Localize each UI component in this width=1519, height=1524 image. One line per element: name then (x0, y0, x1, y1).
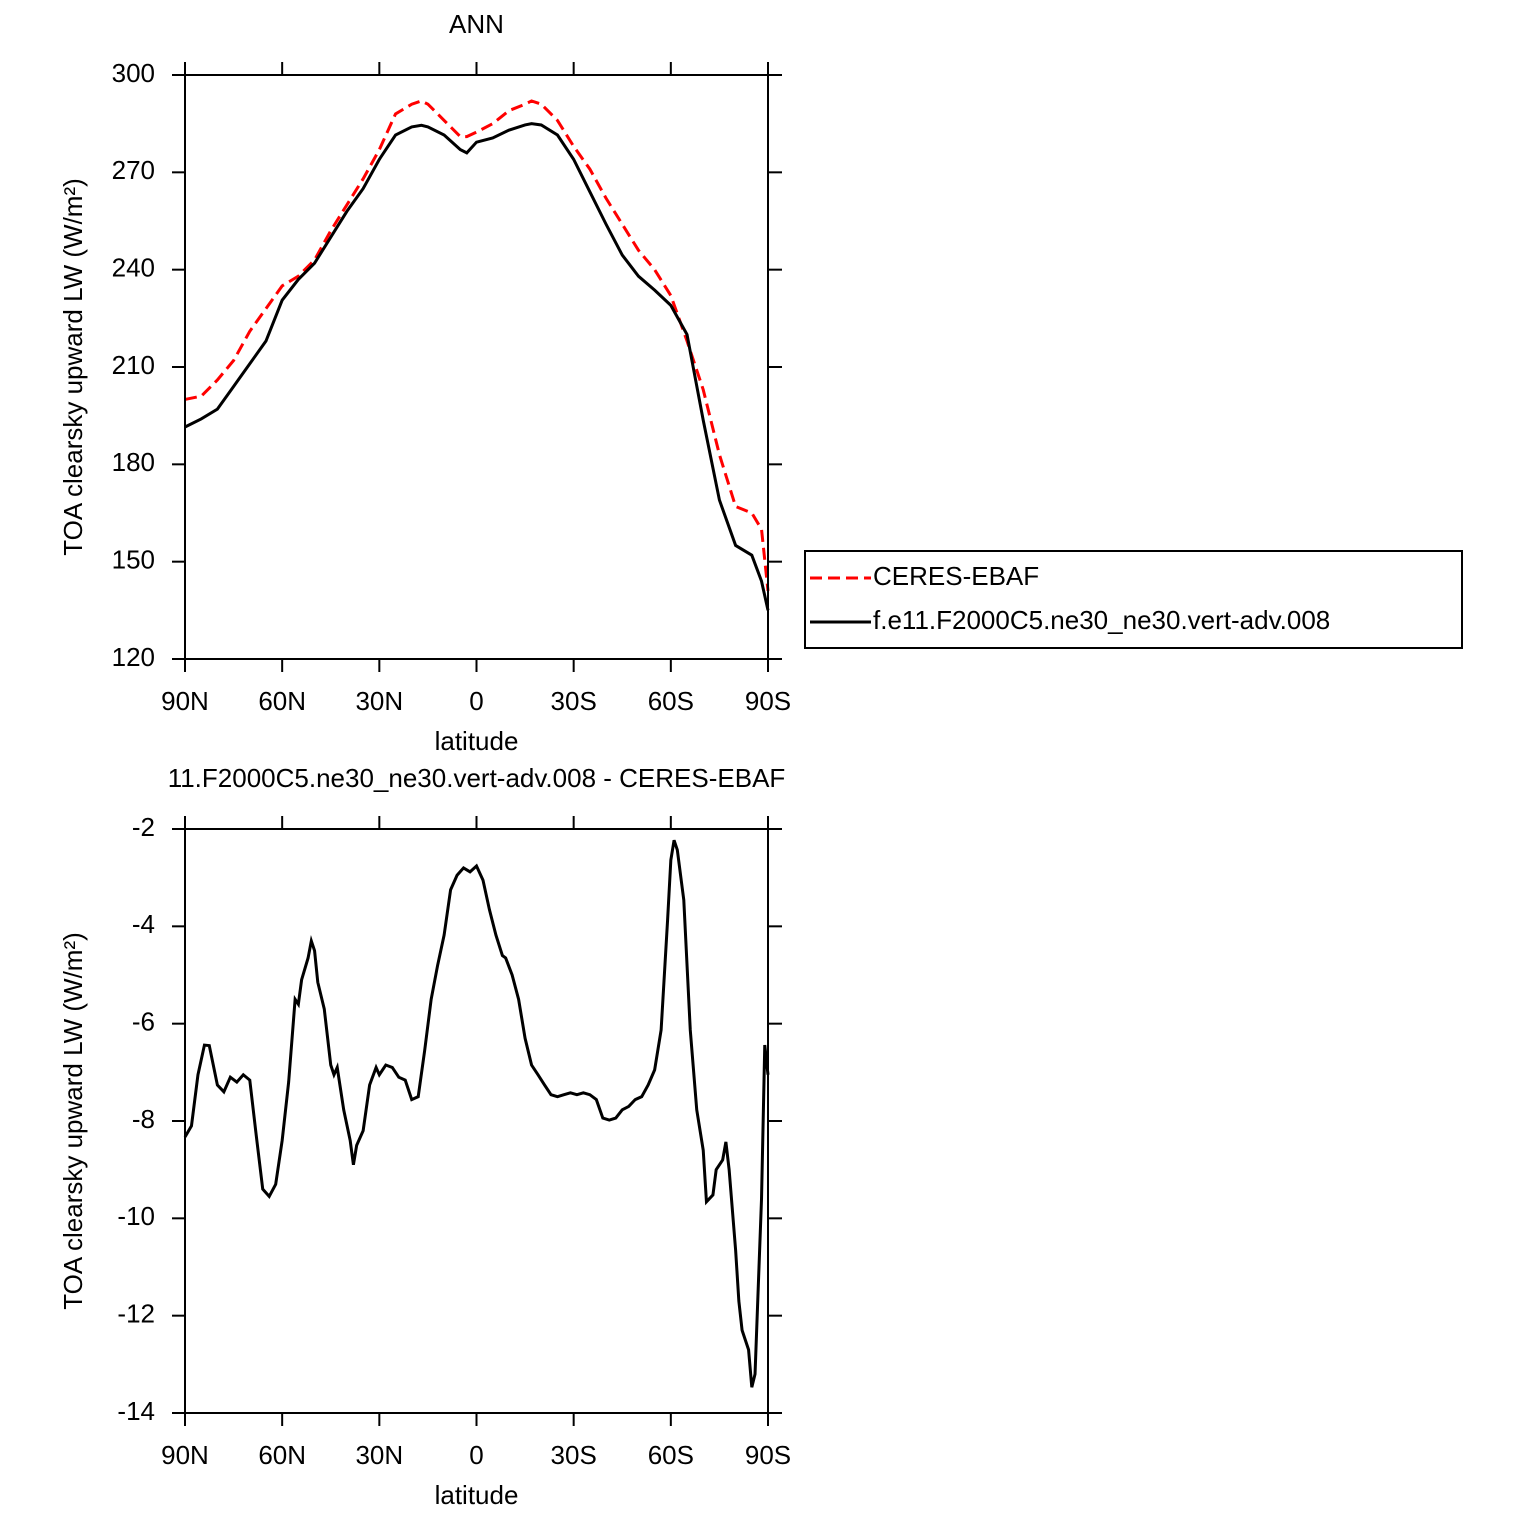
y-tick-label: -6 (132, 1007, 155, 1037)
y-tick-label: 270 (112, 155, 155, 185)
y-tick-label: 150 (112, 545, 155, 575)
y-tick-label: -14 (117, 1396, 155, 1426)
legend-box (804, 550, 1463, 649)
y-tick-label: 300 (112, 58, 155, 88)
x-axis-label: latitude (435, 1480, 519, 1510)
data-line (183, 839, 770, 1388)
x-tick-label: 90N (161, 686, 209, 716)
x-axis-label: latitude (435, 726, 519, 756)
chart-title: ANN (449, 9, 504, 39)
data-line (184, 122, 770, 611)
y-tick-label: -2 (132, 812, 155, 842)
y-tick-label: -12 (117, 1299, 155, 1329)
x-tick-label: 0 (469, 686, 483, 716)
y-tick-label: -10 (117, 1201, 155, 1231)
x-tick-label: 90N (161, 1440, 209, 1470)
y-tick-label: 180 (112, 447, 155, 477)
y-tick-label: 120 (112, 642, 155, 672)
x-tick-label: 30N (355, 686, 403, 716)
x-tick-label: 90S (745, 686, 791, 716)
x-tick-label: 60S (648, 1440, 694, 1470)
y-tick-label: -4 (132, 909, 155, 939)
data-line (184, 99, 770, 592)
legend-label: CERES-EBAF (873, 561, 1039, 591)
x-tick-label: 30S (551, 686, 597, 716)
x-tick-label: 90S (745, 1440, 791, 1470)
x-tick-label: 0 (469, 1440, 483, 1470)
plot-frame (184, 828, 769, 1414)
x-tick-label: 30S (551, 1440, 597, 1470)
y-axis-label: TOA clearsky upward LW (W/m²) (58, 932, 88, 1310)
chart-title: 11.F2000C5.ne30_ne30.vert-adv.008 - CERE… (168, 763, 786, 793)
y-tick-label: 240 (112, 253, 155, 283)
y-tick-label: -8 (132, 1104, 155, 1134)
x-tick-label: 60S (648, 686, 694, 716)
x-tick-label: 30N (355, 1440, 403, 1470)
plot-frame (184, 74, 769, 660)
legend-label: f.e11.F2000C5.ne30_ne30.vert-adv.008 (873, 605, 1330, 635)
y-tick-label: 210 (112, 350, 155, 380)
x-tick-label: 60N (258, 1440, 306, 1470)
y-axis-label: TOA clearsky upward LW (W/m²) (58, 178, 88, 556)
x-tick-label: 60N (258, 686, 306, 716)
